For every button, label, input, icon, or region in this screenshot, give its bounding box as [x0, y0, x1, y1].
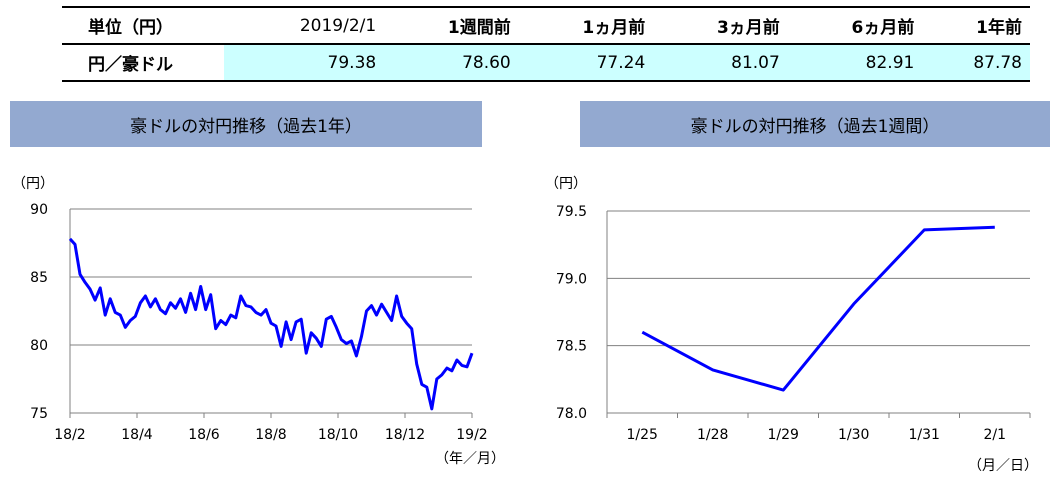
year-ago-header: 1年前 [976, 18, 1022, 38]
x-tick-label-1week: 1/25 [627, 427, 658, 443]
value-current: 79.38 [224, 44, 385, 81]
series-line-1year [68, 237, 474, 411]
week-ago-header: 1週間前 [447, 18, 511, 38]
x-tick-label-1year: 18/6 [188, 427, 220, 443]
y-unit-label-1week: （円） [545, 176, 587, 192]
x-tick-label-1week: 1/31 [909, 427, 940, 443]
date-header: 2019/2/1 [299, 15, 377, 36]
x-tick-label-1year: 18/4 [121, 427, 153, 443]
row-label: 円／豪ドル [88, 55, 173, 75]
value-year-ago: 87.78 [922, 44, 1030, 81]
chart-title-1week: 豪ドルの対円推移（過去1週間） [580, 101, 1050, 147]
three-months-ago-header: 3ヵ月前 [716, 18, 780, 38]
y-tick-label-1week: 78.0 [556, 406, 587, 422]
table-row: 円／豪ドル 79.38 78.60 77.24 81.07 82.91 87.7… [62, 44, 1030, 81]
y-unit-label-1year: （円） [12, 176, 54, 192]
x-tick-label-1year: 18/8 [255, 427, 286, 443]
chart-title-1year: 豪ドルの対円推移（過去1年） [10, 101, 482, 147]
series-line-1week [641, 225, 995, 392]
value-six-months-ago: 82.91 [787, 44, 923, 81]
table-header-row: 単位（円） 2019/2/1 1週間前 1ヵ月前 3ヵ月前 6ヵ月前 1年前 [62, 7, 1030, 44]
six-months-ago-header: 6ヵ月前 [851, 18, 915, 38]
x-tick-label-1week: 1/29 [768, 427, 799, 443]
x-tick-label-1week: 1/30 [838, 427, 869, 443]
rate-table: 単位（円） 2019/2/1 1週間前 1ヵ月前 3ヵ月前 6ヵ月前 1年前 円… [62, 6, 1030, 82]
y-tick-label-1year: 80 [30, 338, 48, 354]
x-tick-label-1week: 1/28 [697, 427, 728, 443]
y-tick-label-1week: 79.5 [556, 204, 587, 220]
x-tick-label-1year: 19/2 [456, 427, 487, 443]
y-tick-label-1week: 79.0 [556, 271, 587, 287]
value-month-ago: 77.24 [518, 44, 654, 81]
x-tick-label-1year: 18/10 [318, 427, 358, 443]
value-three-months-ago: 81.07 [653, 44, 788, 81]
y-tick-label-1year: 90 [30, 202, 48, 218]
unit-header: 単位（円） [88, 18, 173, 38]
y-tick-label-1week: 78.5 [556, 339, 587, 355]
x-tick-label-1week: 2/1 [983, 427, 1006, 443]
x-unit-label-1year: （年／月） [435, 451, 505, 467]
x-tick-label-1year: 18/2 [54, 427, 85, 443]
y-tick-label-1year: 75 [30, 406, 48, 422]
y-tick-label-1year: 85 [30, 270, 48, 286]
x-unit-label-1week: （月／日） [968, 458, 1038, 474]
month-ago-header: 1ヵ月前 [582, 18, 646, 38]
x-tick-label-1year: 18/12 [385, 427, 425, 443]
value-week-ago: 78.60 [384, 44, 519, 81]
